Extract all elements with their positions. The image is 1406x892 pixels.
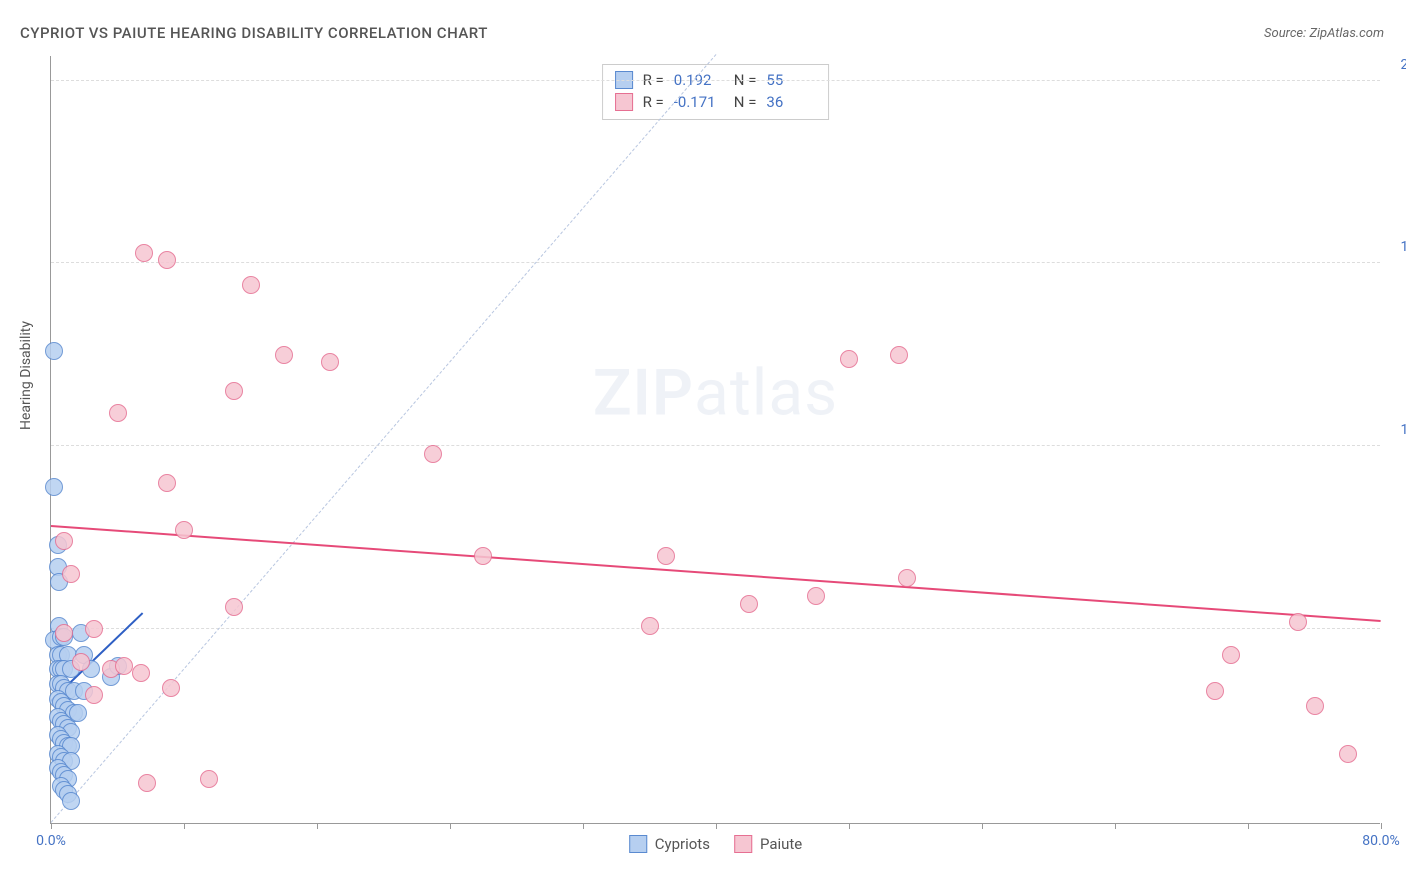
data-point [1289, 613, 1307, 631]
data-point [1339, 745, 1357, 763]
watermark: ZIPatlas [593, 356, 838, 431]
data-point [200, 770, 218, 788]
x-tick [317, 823, 318, 829]
legend-item-paiute: Paiute [734, 835, 802, 853]
n-value-paiute: 36 [766, 93, 816, 111]
trend-line-paiute [51, 525, 1381, 622]
y-tick-label: 10.0% [1400, 422, 1406, 438]
data-point [898, 569, 916, 587]
x-tick-label: 0.0% [36, 833, 66, 849]
data-point [85, 686, 103, 704]
data-point [275, 346, 293, 364]
r-value-paiute: -0.171 [674, 93, 724, 111]
x-tick [982, 823, 983, 829]
data-point [45, 342, 63, 360]
x-tick [849, 823, 850, 829]
data-point [1306, 697, 1324, 715]
data-point [115, 657, 133, 675]
source-prefix: Source: [1264, 26, 1309, 41]
data-point [109, 404, 127, 422]
legend-item-cypriots: Cypriots [629, 835, 710, 853]
data-point [641, 617, 659, 635]
gridline-horizontal [51, 80, 1380, 81]
data-point [158, 474, 176, 492]
data-point [740, 595, 758, 613]
x-tick-label: 80.0% [1362, 833, 1400, 849]
data-point [1222, 646, 1240, 664]
data-point [158, 251, 176, 269]
data-point [85, 620, 103, 638]
source-name: ZipAtlas.com [1309, 26, 1384, 41]
legend-swatch-cypriots [629, 835, 647, 853]
data-point [72, 653, 90, 671]
data-point [474, 547, 492, 565]
x-tick [51, 823, 52, 829]
x-tick [184, 823, 185, 829]
data-point [321, 353, 339, 371]
gridline-horizontal [51, 628, 1380, 629]
data-point [162, 679, 180, 697]
data-point [132, 664, 150, 682]
data-point [62, 565, 80, 583]
data-point [225, 598, 243, 616]
gridline-horizontal [51, 445, 1380, 446]
x-tick [1115, 823, 1116, 829]
data-point [138, 774, 156, 792]
x-tick [716, 823, 717, 829]
data-point [840, 350, 858, 368]
x-tick [1381, 823, 1382, 829]
data-point [62, 792, 80, 810]
x-tick [450, 823, 451, 829]
data-point [242, 276, 260, 294]
data-point [55, 532, 73, 550]
data-point [225, 382, 243, 400]
swatch-paiute [615, 93, 633, 111]
y-tick-label: 15.0% [1400, 239, 1406, 255]
stats-row-paiute: R = -0.171 N = 36 [615, 91, 817, 113]
data-point [1206, 682, 1224, 700]
data-point [175, 521, 193, 539]
legend-label-cypriots: Cypriots [655, 835, 710, 853]
x-tick [1248, 823, 1249, 829]
y-axis-title: Hearing Disability [18, 321, 34, 430]
x-tick [583, 823, 584, 829]
plot-area: ZIPatlas R = 0.192 N = 55 R = -0.171 N =… [50, 56, 1380, 824]
data-point [807, 587, 825, 605]
data-point [890, 346, 908, 364]
chart-title: CYPRIOT VS PAIUTE HEARING DISABILITY COR… [20, 24, 488, 42]
data-point [55, 624, 73, 642]
data-point [424, 445, 442, 463]
data-point [45, 478, 63, 496]
y-tick-label: 20.0% [1400, 57, 1406, 73]
stats-box: R = 0.192 N = 55 R = -0.171 N = 36 [602, 64, 830, 120]
data-point [657, 547, 675, 565]
legend: Cypriots Paiute [629, 835, 803, 853]
legend-label-paiute: Paiute [760, 835, 802, 853]
data-point [135, 244, 153, 262]
reference-diagonal [51, 54, 717, 823]
source-attribution: Source: ZipAtlas.com [1264, 26, 1384, 41]
legend-swatch-paiute [734, 835, 752, 853]
gridline-horizontal [51, 262, 1380, 263]
